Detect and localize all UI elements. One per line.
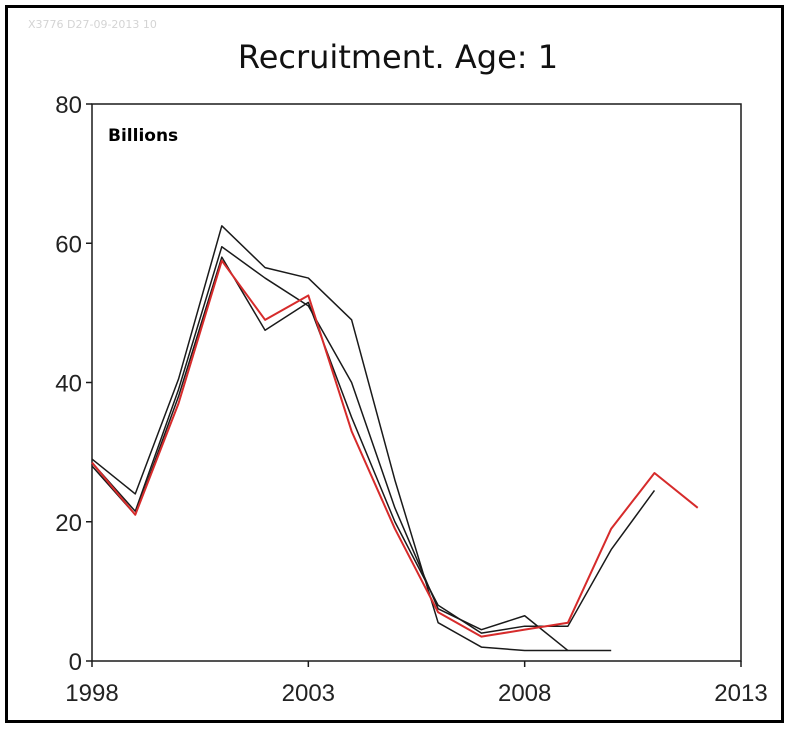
y-tick-label: 20: [55, 510, 82, 537]
unit-label: Billions: [108, 126, 178, 146]
y-tick-label: 40: [55, 371, 82, 398]
series-line-4: [91, 256, 656, 634]
y-axis-ticks: 0 20 40 60 80: [55, 92, 92, 676]
chart-title: Recruitment. Age: 1: [237, 38, 559, 76]
x-tick-label: 1998: [65, 680, 118, 707]
plot-box: [91, 103, 742, 662]
x-tick-label: 2013: [714, 680, 767, 707]
series-lines: [91, 225, 699, 652]
series-line-2: [91, 225, 612, 652]
series-line-3: [91, 245, 569, 652]
chart-frame: [5, 5, 784, 723]
series-line-1: [91, 259, 699, 638]
y-tick-label: 80: [55, 92, 82, 119]
plot-area: Billions: [91, 103, 742, 662]
document-stamp: X3776 D27-09-2013 10: [28, 18, 157, 31]
x-tick-label: 2008: [498, 680, 551, 707]
y-tick-label: 0: [69, 649, 82, 676]
x-axis-ticks: 1998 2003 2008 2013: [65, 661, 768, 707]
y-tick-label: 60: [55, 231, 82, 258]
x-tick-label: 2003: [282, 680, 335, 707]
